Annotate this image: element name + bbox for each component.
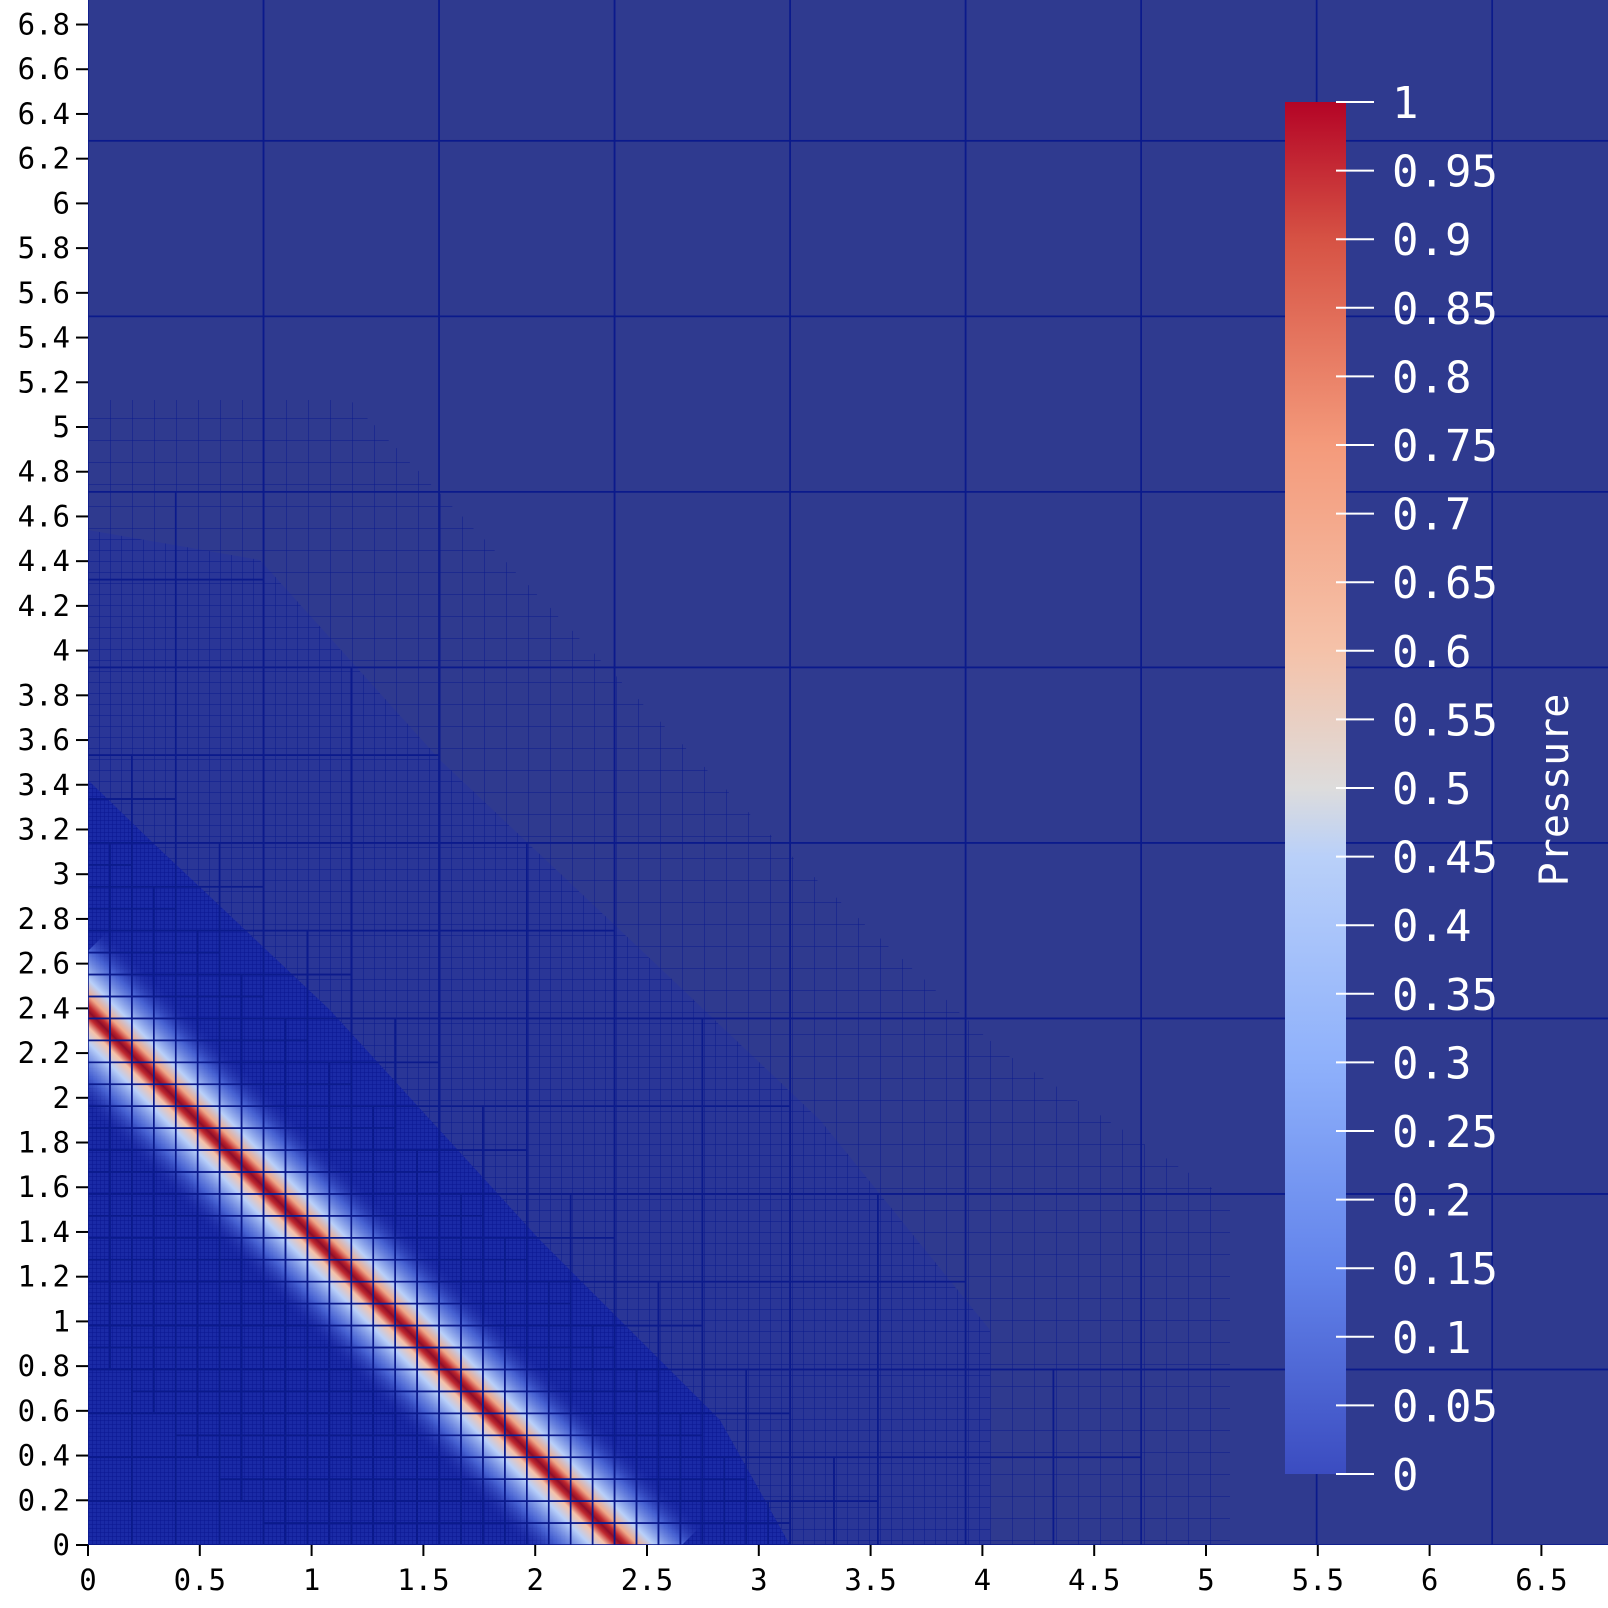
x-tick-label: 1 [303,1563,320,1597]
y-tick-label: 2 [53,1081,70,1115]
y-tick-label: 4 [53,634,70,668]
colorbar-tick-label: 0.9 [1392,215,1471,266]
y-axis: 0 0.2 0.4 0.6 0.8 1 1.2 1.4 1.6 1.8 2 2.2 2.4 2.6 2.8 3… [18,8,88,1562]
colorbar-tick-label: 0.65 [1392,558,1498,609]
y-tick-label: 0.2 [18,1483,70,1517]
y-tick-label: 3.2 [18,812,70,846]
colorbar-tick-label: 0.55 [1392,695,1498,746]
plot-area [88,0,1608,1545]
colorbar-tick-label: 0.85 [1392,284,1498,335]
y-tick-label: 3.8 [18,678,70,712]
y-tick-label: 6 [53,186,70,220]
y-tick-label: 3.4 [18,768,70,802]
y-tick-label: 2.8 [18,902,70,936]
x-tick-label: 0 [79,1563,96,1597]
y-tick-label: 0.6 [18,1394,70,1428]
y-tick-label: 3.6 [18,723,70,757]
colorbar: 0 0.05 0.1 0.15 0.2 0.25 0.3 0.35 0.4 0.45 0.5 0.55… [1285,78,1578,1501]
colorbar-tick-label: 0.95 [1392,147,1498,198]
x-tick-label: 4 [974,1563,991,1597]
y-tick-label: 1 [53,1304,70,1338]
colorbar-tick-label: 0.15 [1392,1244,1498,1295]
x-tick-label: 3 [750,1563,767,1597]
y-tick-label: 4.4 [18,544,70,578]
colorbar-tick-label: 1 [1392,78,1419,129]
y-tick-label: 1.6 [18,1170,70,1204]
y-tick-label: 5.8 [18,231,70,265]
y-tick-label: 3 [53,857,70,891]
y-tick-label: 5 [53,410,70,444]
colorbar-tick-label: 0 [1392,1450,1419,1501]
colorbar-ticks: 0 0.05 0.1 0.15 0.2 0.25 0.3 0.35 0.4 0.45 0.5 0.55… [1336,78,1498,1501]
y-tick-label: 4.8 [18,455,70,489]
y-tick-label: 4.6 [18,499,70,533]
y-tick-label: 0.8 [18,1349,70,1383]
y-tick-label: 5.2 [18,365,70,399]
y-tick-label: 5.6 [18,276,70,310]
x-tick-label: 2.5 [621,1563,673,1597]
x-tick-label: 4.5 [1068,1563,1120,1597]
y-tick-label: 1.8 [18,1126,70,1160]
colorbar-tick-label: 0.2 [1392,1176,1471,1227]
pressure-front-band [88,931,702,1545]
mesh-cell [1491,0,1608,142]
y-tick-label: 6.8 [18,8,70,42]
y-tick-label: 6.6 [18,52,70,86]
y-tick-label: 6.2 [18,142,70,176]
mesh-lines [88,0,1608,1545]
x-tick-label: 5 [1197,1563,1214,1597]
y-tick-label: 1.2 [18,1260,70,1294]
y-tick-label: 6.4 [18,97,70,131]
x-tick-label: 1.5 [397,1563,449,1597]
y-tick-label: 4.2 [18,589,70,623]
colorbar-tick-label: 0.1 [1392,1313,1471,1364]
x-tick-label: 6.5 [1515,1563,1567,1597]
colorbar-tick-label: 0.6 [1392,627,1471,678]
colorbar-tick-label: 0.45 [1392,833,1498,884]
colorbar-title: Pressure [1532,694,1578,887]
x-tick-label: 6 [1421,1563,1438,1597]
colorbar-gradient [1285,102,1346,1474]
colorbar-tick-label: 0.35 [1392,970,1498,1021]
y-tick-label: 0.4 [18,1439,70,1473]
y-tick-label: 2.2 [18,1036,70,1070]
colorbar-tick-label: 0.8 [1392,352,1471,403]
y-tick-label: 0 [53,1528,70,1562]
colorbar-tick-label: 0.7 [1392,490,1471,541]
y-tick-label: 2.4 [18,991,70,1025]
x-axis: 0 0.5 1 1.5 2 2.5 3 3.5 4 4.5 5 5.5 6 6.5 [79,1545,1568,1597]
y-tick-label: 2.6 [18,947,70,981]
colorbar-tick-label: 0.05 [1392,1381,1498,1432]
x-tick-label: 3.5 [844,1563,896,1597]
colorbar-tick-label: 0.5 [1392,764,1471,815]
x-tick-label: 2 [526,1563,543,1597]
colorbar-tick-label: 0.25 [1392,1107,1498,1158]
x-tick-label: 5.5 [1292,1563,1344,1597]
colorbar-tick-label: 0.75 [1392,421,1498,472]
y-tick-label: 5.4 [18,321,70,355]
x-tick-label: 0.5 [174,1563,226,1597]
y-tick-label: 1.4 [18,1215,70,1249]
colorbar-tick-label: 0.3 [1392,1038,1471,1089]
colorbar-tick-label: 0.4 [1392,901,1471,952]
